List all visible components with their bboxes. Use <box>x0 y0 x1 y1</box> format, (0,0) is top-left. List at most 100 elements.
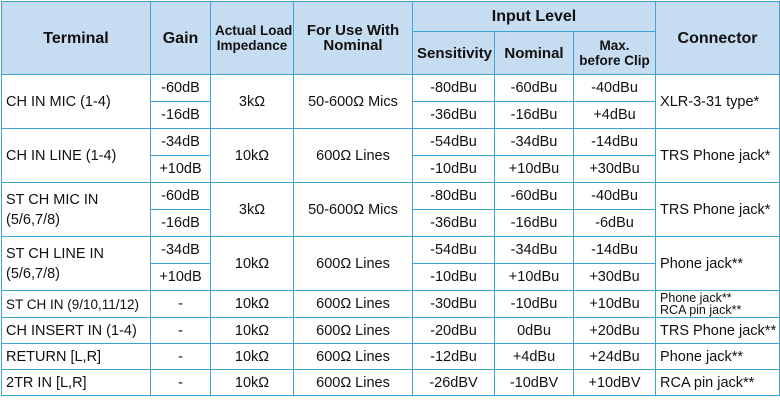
sensitivity-cell: -26dBV <box>412 369 495 396</box>
gain-cell: -34dB <box>150 128 211 156</box>
max-header-line1: Max. <box>599 38 630 53</box>
impedance-header-line2: Impedance <box>216 38 288 53</box>
max-cell: -40dBu <box>572 182 657 210</box>
connector-cell: Phone jack** <box>655 343 780 370</box>
terminal-cell: ST CH IN (9/10,11/12) <box>1 290 151 318</box>
sensitivity-cell: -36dBu <box>412 209 495 237</box>
for-use-header-line2: Nominal <box>323 37 383 54</box>
terminal-cell: ST CH LINE IN (5/6,7/8) <box>1 236 151 291</box>
sensitivity-cell: -10dBu <box>412 155 495 183</box>
input-level-header: Input Level <box>411 1 657 32</box>
nominal-cell: 0dBu <box>494 317 574 344</box>
for-use-cell: 50-600Ω Mics <box>293 182 413 237</box>
sensitivity-header: Sensitivity <box>412 31 495 75</box>
connector-cell: Phone jack** <box>655 236 780 291</box>
nominal-cell: +10dBu <box>494 155 574 183</box>
nominal-cell: -16dBu <box>494 101 574 129</box>
impedance-header-line1: Actual Load <box>215 23 293 38</box>
table-row: RETURN [L,R] - 10kΩ 600Ω Lines -12dBu +4… <box>1 343 780 370</box>
gain-cell: -60dB <box>150 74 211 102</box>
for-use-header-line1: For Use With <box>306 22 400 39</box>
sensitivity-cell: -36dBu <box>412 101 495 129</box>
max-cell: +24dBu <box>572 343 657 370</box>
max-cell: -6dBu <box>572 209 657 237</box>
max-cell: -14dBu <box>572 236 657 264</box>
gain-cell: -16dB <box>150 209 211 237</box>
nominal-cell: -10dBV <box>494 369 574 396</box>
gain-cell: -60dB <box>150 182 211 210</box>
sensitivity-cell: -12dBu <box>412 343 495 370</box>
gain-header: Gain <box>150 1 211 75</box>
max-cell: +10dBu <box>572 290 657 318</box>
max-cell: +30dBu <box>572 263 657 291</box>
sensitivity-cell: -20dBu <box>412 317 495 344</box>
impedance-cell: 10kΩ <box>210 343 294 370</box>
impedance-cell: 10kΩ <box>210 317 294 344</box>
max-cell: +30dBu <box>572 155 657 183</box>
terminal-cell: 2TR IN [L,R] <box>1 369 151 396</box>
for-use-cell: 600Ω Lines <box>293 236 413 291</box>
table-row: ST CH MIC IN (5/6,7/8) -60dB 3kΩ 50-600Ω … <box>1 182 780 237</box>
for-use-cell: 600Ω Lines <box>293 290 413 318</box>
nominal-cell: -16dBu <box>494 209 574 237</box>
max-cell: -14dBu <box>572 128 657 156</box>
table-row: ST CH IN (9/10,11/12) - 10kΩ 600Ω Lines … <box>1 290 780 318</box>
sensitivity-cell: -80dBu <box>412 182 495 210</box>
sensitivity-cell: -54dBu <box>412 128 495 156</box>
impedance-header: Actual Load Impedance <box>210 1 294 75</box>
sensitivity-cell: -10dBu <box>412 263 495 291</box>
table-row: CH IN LINE (1-4) -34dB 10kΩ 600Ω Lines -… <box>1 128 780 183</box>
impedance-cell: 10kΩ <box>210 290 294 318</box>
nominal-cell: -60dBu <box>494 182 574 210</box>
connector-cell: XLR-3-31 type* <box>655 74 780 129</box>
connector-cell: TRS Phone jack* <box>655 128 780 183</box>
for-use-cell: 600Ω Lines <box>293 369 413 396</box>
terminal-cell: CH IN LINE (1-4) <box>1 128 151 183</box>
max-cell: +20dBu <box>572 317 657 344</box>
max-cell: +4dBu <box>572 101 657 129</box>
terminal-line1: ST CH MIC IN <box>6 191 99 208</box>
terminal-line1: ST CH LINE IN <box>6 245 105 262</box>
connector-cell: TRS Phone jack* <box>655 182 780 237</box>
terminal-cell: CH IN MIC (1-4) <box>1 74 151 129</box>
terminal-line2: (5/6,7/8) <box>6 265 60 282</box>
terminal-header: Terminal <box>1 1 151 75</box>
gain-cell: - <box>150 343 211 370</box>
connector-cell: RCA pin jack** <box>655 369 780 396</box>
input-specs-table: Terminal Gain Actual Load Impedance For U… <box>1 1 780 396</box>
table-row: 2TR IN [L,R] - 10kΩ 600Ω Lines -26dBV -1… <box>1 369 780 396</box>
gain-cell: - <box>150 369 211 396</box>
gain-cell: - <box>150 290 211 318</box>
impedance-cell: 3kΩ <box>210 74 294 129</box>
table-row: -16dB -36dBu -16dBu +4dBu <box>2 101 780 129</box>
nominal-cell: -34dBu <box>494 128 574 156</box>
connector-line2: RCA pin jack** <box>660 303 742 317</box>
gain-cell: -34dB <box>150 236 211 264</box>
table-row: +10dB -10dBu +10dBu +30dBu <box>2 155 780 183</box>
connector-header: Connector <box>655 1 780 75</box>
gain-cell: -16dB <box>150 101 211 129</box>
sensitivity-cell: -30dBu <box>412 290 495 318</box>
max-cell: -40dBu <box>572 74 657 102</box>
terminal-cell: ST CH MIC IN (5/6,7/8) <box>1 182 151 237</box>
table-row: ST CH LINE IN (5/6,7/8) -34dB 10kΩ 600Ω L… <box>1 236 780 291</box>
max-header: Max. before Clip <box>572 31 657 75</box>
for-use-cell: 600Ω Lines <box>293 128 413 183</box>
nominal-cell: +4dBu <box>494 343 574 370</box>
gain-cell: - <box>150 317 211 344</box>
terminal-line2: (5/6,7/8) <box>6 211 60 228</box>
impedance-cell: 10kΩ <box>210 128 294 183</box>
for-use-cell: 50-600Ω Mics <box>293 74 413 129</box>
for-use-cell: 600Ω Lines <box>293 317 413 344</box>
connector-cell: TRS Phone jack** <box>655 317 780 344</box>
nominal-cell: -60dBu <box>494 74 574 102</box>
nominal-cell: +10dBu <box>494 263 574 291</box>
sensitivity-cell: -54dBu <box>412 236 495 264</box>
impedance-cell: 3kΩ <box>210 182 294 237</box>
gain-cell: +10dB <box>150 263 211 291</box>
for-use-header: For Use With Nominal <box>293 1 413 75</box>
impedance-cell: 10kΩ <box>210 236 294 291</box>
nominal-cell: -34dBu <box>494 236 574 264</box>
for-use-cell: 600Ω Lines <box>293 343 413 370</box>
terminal-cell: RETURN [L,R] <box>1 343 151 370</box>
